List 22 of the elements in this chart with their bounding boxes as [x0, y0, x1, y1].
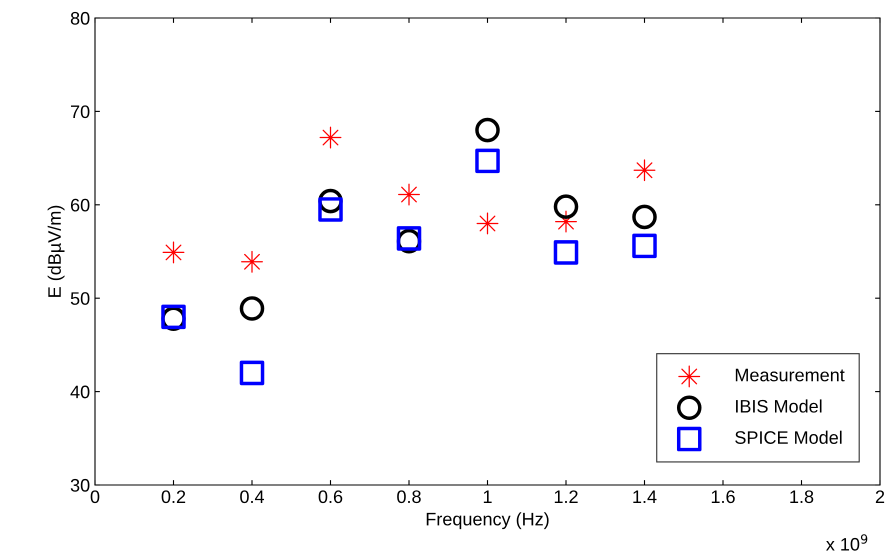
x-tick-label: 2 [876, 490, 884, 503]
x-tick-label: 0.2 [162, 490, 186, 504]
x-tick-label: 0.8 [397, 490, 421, 504]
x-tick-label: 1.6 [712, 490, 735, 504]
x-tick-label: 0.6 [318, 490, 342, 504]
y-tick-label: 40 [70, 386, 90, 398]
legend-label: IBIS Model [736, 399, 822, 413]
y-tick-label: 60 [70, 198, 90, 212]
x-tick-label: 1.8 [790, 490, 814, 504]
x-tick-label: 0.4 [240, 490, 264, 504]
x-tick-label: 1 [484, 490, 492, 503]
y-tick-label: 30 [70, 478, 90, 492]
text: x 10$^{9}$ [826, 534, 868, 551]
x-tick-label: 1.2 [554, 490, 578, 503]
x-tick-label: 1.4 [633, 490, 657, 503]
x-axis-title: Frequency (Hz) [426, 512, 549, 530]
legend-label: SPICE Model [735, 430, 842, 444]
x-tick-label: 0 [90, 490, 100, 504]
y-axis-title: E (dBµV/m) [48, 206, 64, 297]
y-tick-label: 70 [70, 105, 90, 118]
y-tick-label: 50 [70, 292, 90, 305]
y-tick-label: 80 [70, 12, 90, 25]
